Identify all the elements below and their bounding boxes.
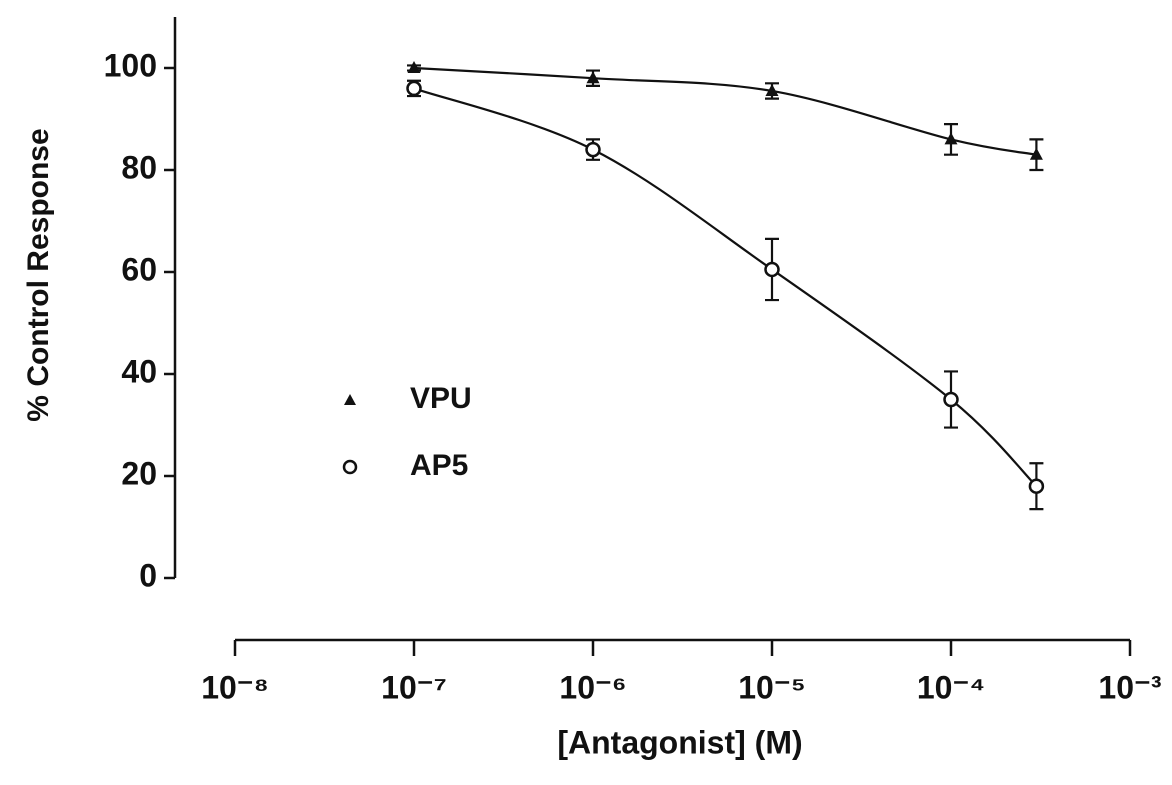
- y-tick-label: 80: [121, 149, 157, 185]
- marker: [586, 71, 600, 84]
- fit-curve: [413, 66, 1037, 156]
- marker: [944, 132, 958, 145]
- y-tick-label: 0: [139, 557, 157, 593]
- y-tick-label: 100: [104, 47, 157, 83]
- legend-label: AP5: [410, 449, 468, 482]
- x-axis-title: [Antagonist] (M): [557, 724, 802, 760]
- y-tick-label: 60: [121, 251, 157, 287]
- marker: [406, 80, 422, 97]
- marker: [1028, 478, 1045, 494]
- marker: [764, 261, 780, 278]
- x-tick-label: 10⁻⁷: [381, 669, 447, 705]
- marker: [585, 141, 601, 158]
- fit-curve: [413, 87, 1038, 487]
- x-tick-label: 10⁻⁸: [201, 669, 269, 705]
- marker: [943, 391, 959, 408]
- marker: [407, 61, 421, 73]
- marker: [765, 83, 779, 96]
- x-tick-label: 10⁻⁶: [559, 669, 626, 705]
- legend-marker: [344, 394, 356, 405]
- x-tick-label: 10⁻⁴: [917, 669, 985, 705]
- x-tick-label: 10⁻³: [1098, 669, 1161, 705]
- marker: [1029, 147, 1043, 160]
- y-tick-label: 20: [121, 455, 157, 491]
- legend-label: VPU: [410, 382, 472, 415]
- legend-marker: [342, 459, 358, 475]
- x-tick-label: 10⁻⁵: [738, 669, 806, 705]
- y-axis-title: % Control Response: [22, 128, 55, 421]
- y-tick-label: 40: [121, 353, 157, 389]
